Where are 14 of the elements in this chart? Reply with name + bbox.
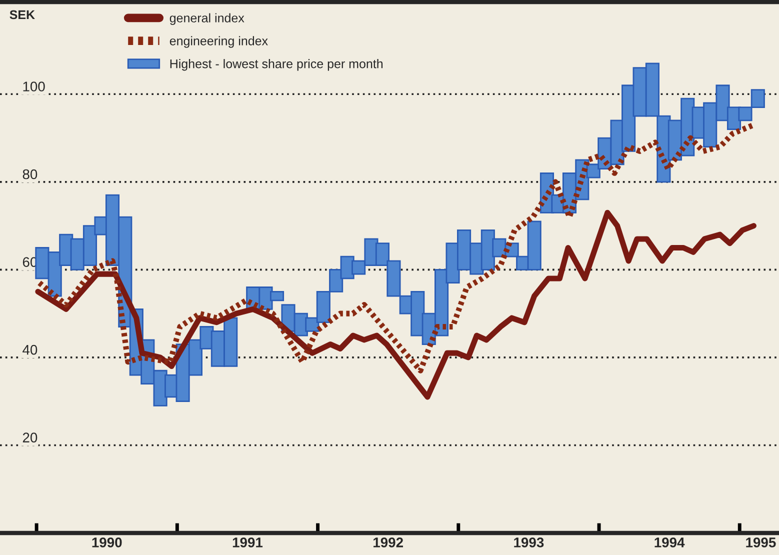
legend-label: engineering index (170, 36, 268, 48)
y-tick-label: 100 (23, 82, 45, 92)
legend-label: general index (170, 13, 244, 25)
x-tick-label: 1991 (232, 538, 263, 548)
x-tick-label: 1995 (746, 538, 776, 548)
y-tick-label: 80 (22, 169, 38, 180)
legend-label: Highest - lowest share price per month (170, 59, 383, 71)
y-tick-label: 40 (22, 344, 38, 355)
x-tick-label: 1993 (514, 538, 544, 548)
x-tick-label: 1994 (654, 538, 685, 548)
y-tick-label: 20 (22, 432, 38, 442)
x-tick-label: 1990 (92, 538, 122, 548)
y-axis-title: SEK (10, 10, 35, 20)
x-tick-label: 1992 (374, 538, 403, 548)
